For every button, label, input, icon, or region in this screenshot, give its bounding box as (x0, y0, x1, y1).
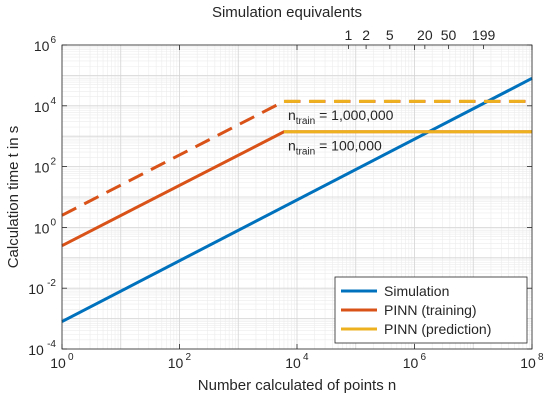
x-tick-label: 10 (285, 355, 301, 371)
legend-label: Simulation (384, 283, 449, 299)
y-tick-exponent: -2 (47, 278, 56, 289)
y-tick-label: 10 (34, 99, 50, 115)
y-tick-label: 10 (28, 342, 44, 358)
y-tick-label: 10 (34, 160, 50, 176)
n-train-annotation: ntrain = 1,000,000 (288, 107, 394, 127)
x-tick-exponent: 6 (421, 352, 427, 363)
top-tick-label: 1 (345, 27, 353, 43)
top-tick-label: 2 (362, 27, 370, 43)
y-tick-exponent: 6 (50, 35, 56, 46)
x-axis-label: Number calculated of points n (198, 377, 396, 394)
y-axis-label: Calculation time t in s (5, 126, 22, 269)
legend-label: PINN (training) (384, 302, 477, 318)
y-tick-label: 10 (34, 220, 50, 236)
x-tick-label: 10 (403, 355, 419, 371)
top-tick-label: 5 (386, 27, 394, 43)
series-group (61, 77, 533, 323)
x-tick-labels: 10 0 10 2 10 4 10 6 10 8 (50, 352, 544, 371)
top-tick-label: 20 (417, 27, 433, 43)
legend-label: PINN (prediction) (384, 321, 491, 337)
x-tick-exponent: 8 (538, 352, 544, 363)
x-tick-label: 10 (168, 355, 184, 371)
y-tick-label: 10 (34, 38, 50, 54)
y-tick-exponent: -4 (47, 339, 56, 350)
x-tick-exponent: 2 (186, 352, 192, 363)
legend: Simulation PINN (training) PINN (predictio… (334, 276, 528, 344)
x-tick-label: 10 (50, 355, 66, 371)
x-tick-label: 10 (520, 355, 536, 371)
n-train-annotation: ntrain = 100,000 (288, 137, 382, 157)
y-tick-exponent: 4 (50, 96, 56, 107)
y-tick-exponent: 2 (50, 157, 56, 168)
series-line-0 (61, 77, 533, 323)
axis-ticks (61, 44, 533, 350)
top-tick-label: 199 (472, 27, 496, 43)
top-tick-labels: 1 2 5 20 50 199 (345, 27, 496, 49)
annotations: ntrain = 1,000,000 ntrain = 100,000 (288, 107, 394, 157)
top-axis-label: Simulation equivalents (212, 4, 362, 21)
y-tick-exponent: 0 (50, 217, 56, 228)
top-tick-label: 50 (441, 27, 457, 43)
y-tick-label: 10 (28, 281, 44, 297)
x-tick-exponent: 0 (68, 352, 74, 363)
x-tick-exponent: 4 (303, 352, 309, 363)
